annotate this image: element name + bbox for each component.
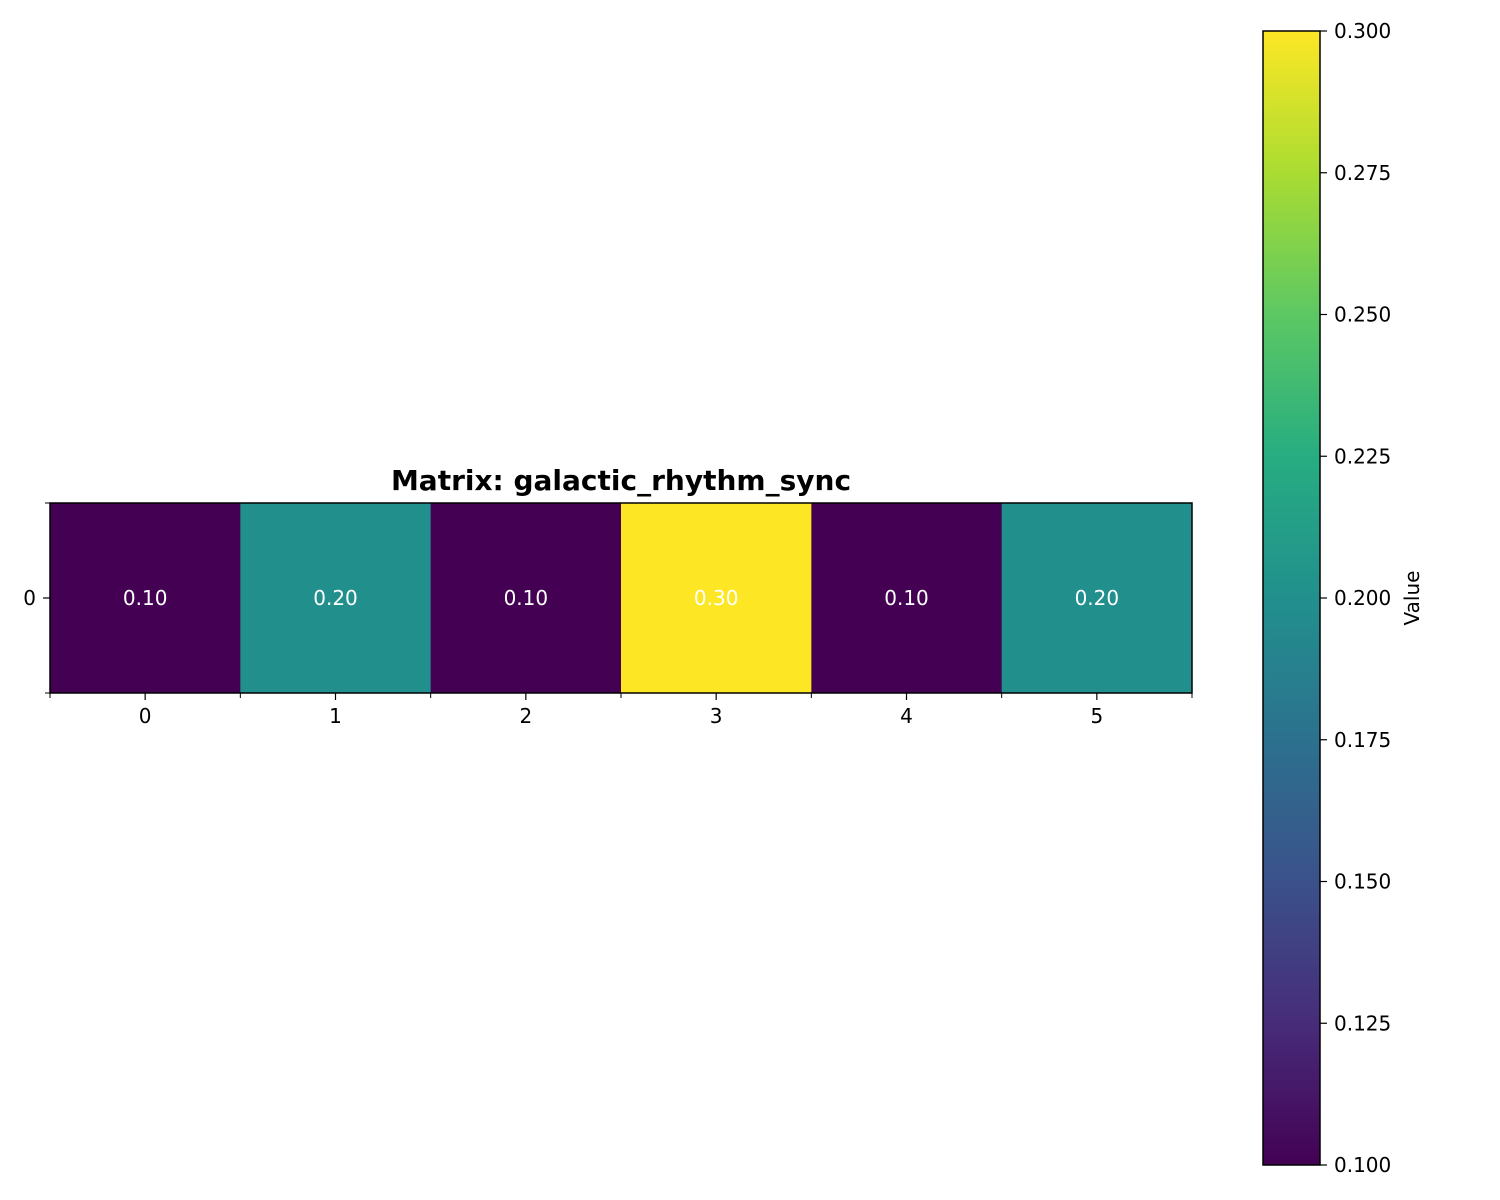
colorbar: 0.100 0.125 0.150 0.175 0.200 0.225 0.250 0.275…: [1262, 19, 1424, 1177]
colorbar-tick-label-3: 0.175: [1334, 728, 1391, 752]
colorbar-tick-label-0: 0.100: [1334, 1153, 1391, 1177]
heatmap-cells: [50, 503, 1193, 693]
heatmap-cell-0-1: [240, 503, 432, 693]
heatmap-cell-0-2: [430, 503, 622, 693]
cell-label-0-4: 0.10: [884, 586, 929, 610]
colorbar-label: Value: [1400, 571, 1424, 626]
colorbar-tick-label-4: 0.200: [1334, 586, 1391, 610]
colorbar-ticks: 0.100 0.125 0.150 0.175 0.200 0.225 0.250 0.275…: [1320, 19, 1391, 1177]
colorbar-tick-label-8: 0.300: [1334, 19, 1391, 43]
cell-label-0-2: 0.10: [504, 586, 549, 610]
chart-title: Matrix: galactic_rhythm_sync: [391, 464, 851, 497]
colorbar-tick-label-5: 0.225: [1334, 444, 1391, 468]
cell-label-0-1: 0.20: [313, 586, 358, 610]
cell-label-0-3: 0.30: [694, 586, 739, 610]
heatmap-cell-0-5: [1001, 503, 1193, 693]
x-tick-label-0: 0: [139, 704, 152, 728]
y-tick-label-0: 0: [23, 586, 36, 610]
heatmap-cell-0-3: [621, 503, 812, 693]
heatmap-cell-0-0: [50, 503, 241, 693]
cell-label-0-5: 0.20: [1075, 586, 1120, 610]
colorbar-tick-label-7: 0.275: [1334, 161, 1391, 185]
cell-label-0-0: 0.10: [123, 586, 168, 610]
x-tick-label-2: 2: [519, 704, 532, 728]
x-tick-label-4: 4: [900, 704, 913, 728]
colorbar-tick-label-2: 0.150: [1334, 870, 1391, 894]
x-axis: 0 1 2 3 4 5: [49, 693, 1193, 728]
colorbar-gradient: [1263, 31, 1320, 1165]
colorbar-tick-label-6: 0.250: [1334, 303, 1391, 327]
colorbar-tick-label-1: 0.125: [1334, 1011, 1391, 1035]
y-axis: 0: [23, 502, 50, 694]
heatmap-cell-labels: 0.10 0.20 0.10 0.30 0.10 0.20: [123, 586, 1119, 610]
heatmap-cell-0-4: [811, 503, 1003, 693]
x-tick-label-3: 3: [710, 704, 723, 728]
x-tick-label-1: 1: [329, 704, 342, 728]
x-tick-label-5: 5: [1090, 704, 1103, 728]
